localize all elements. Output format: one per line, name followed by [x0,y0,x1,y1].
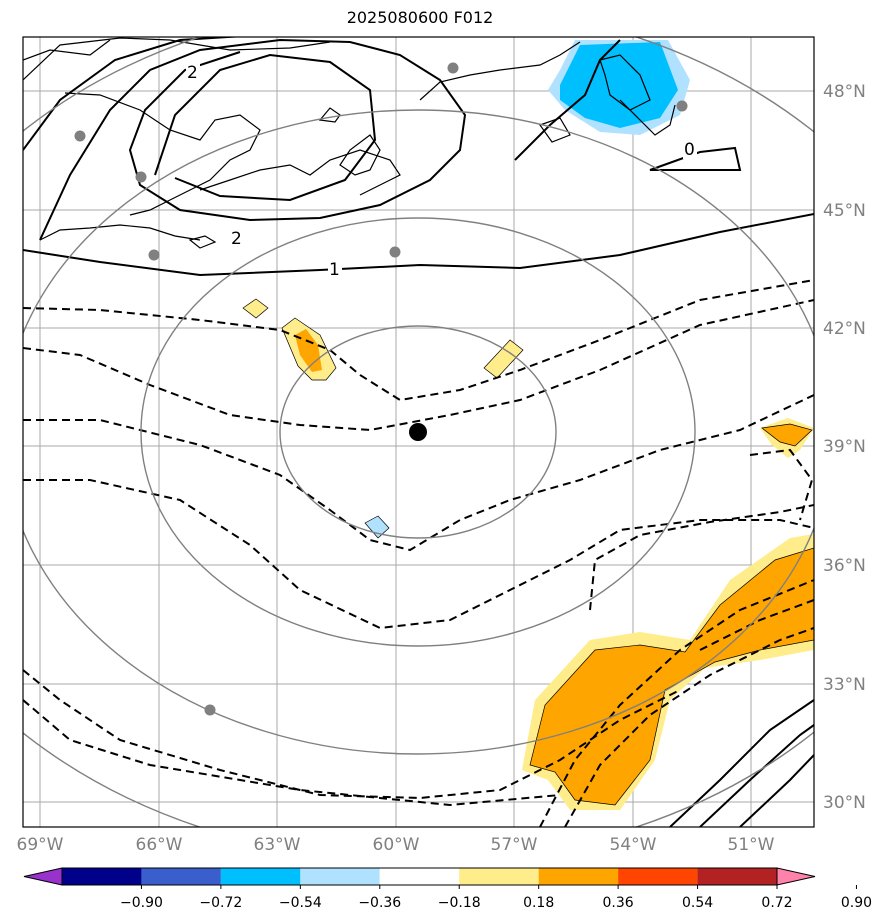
colorbar-extend-high [776,867,816,886]
positive-band [529,547,814,806]
colorbar-swatch [459,868,539,885]
lon-label: 63°W [254,835,301,855]
lat-label: 30°N [823,793,866,813]
station-dot [204,704,216,716]
colorbar-swatch [618,868,698,885]
lon-label: 57°W [491,835,538,855]
station-dot [148,249,160,261]
lat-label: 42°N [823,319,866,339]
colorbar-tick-label: −0.54 [279,895,322,911]
colorbar-tick-label: −0.18 [438,895,481,911]
lon-label: 51°W [728,835,775,855]
range-ring-3 [23,109,814,755]
range-ring-2 [140,217,696,647]
negative-region [560,42,678,128]
map-title: 2025080600 F012 [346,8,494,27]
lat-label: 36°N [823,556,866,576]
colorbar-swatch [538,868,619,885]
colorbar-tick-label: −0.36 [358,895,401,911]
lat-label: 33°N [823,675,866,695]
station-dot [74,130,86,142]
map-frame [22,36,815,828]
lat-label: 45°N [823,201,866,221]
positive-blob-4 [761,423,813,447]
colorbar-extend-low [23,867,63,886]
dashed-contours [23,279,814,827]
positive-blob-3 [483,339,524,379]
colorbar-swatch [379,868,460,885]
contour-label: 2 [231,229,242,249]
shaded-fields [242,40,814,810]
colorbar-swatch [300,868,380,885]
colorbar-swatch [220,868,301,885]
lon-label: 66°W [136,835,183,855]
colorbar-tick-label: 0.72 [761,895,792,911]
lat-label: 48°N [823,82,866,102]
colorbar: −0.90 −0.72 −0.54 −0.36 −0.18 0.18 0.36 0.54 0.7… [23,867,872,911]
range-rings [23,37,814,827]
station-dot [389,246,401,258]
contour-label-group: 2 2 1 0 [186,62,697,280]
colorbar-swatch [697,868,777,885]
contour-label: 0 [684,140,695,160]
contour-label: 1 [329,260,340,280]
colorbar-swatch [141,868,221,885]
station-dot [447,62,459,74]
colorbar-tick-label: −0.90 [120,895,163,911]
colorbar-tick-label: −0.72 [199,895,242,911]
lon-label: 54°W [610,835,657,855]
station-dot [676,100,688,112]
colorbar-tick-label: 0.18 [523,895,554,911]
coastlines [23,37,676,249]
storm-center-marker [409,423,427,441]
graticule [23,37,814,827]
map-panel: 2 2 1 0 [23,37,814,827]
longitude-labels: 69°W 66°W 63°W 60°W 57°W 54°W 51°W [17,835,775,855]
range-ring-1 [279,325,557,539]
solid-contours [23,37,814,827]
colorbar-tick-label: 0.36 [603,895,634,911]
contour-label: 2 [187,63,198,83]
station-markers [74,62,688,716]
station-dot [135,171,147,183]
positive-blob-1 [242,298,269,319]
colorbar-frame [61,867,778,886]
lon-label: 60°W [373,835,420,855]
colorbar-swatch [62,868,142,885]
lat-label: 39°N [823,437,866,457]
latitude-labels: 48°N 45°N 42°N 39°N 36°N 33°N 30°N [823,82,866,813]
colorbar-tick-label: 0.54 [682,895,713,911]
colorbar-tick-label: 0.90 [841,895,872,911]
lon-label: 69°W [17,835,64,855]
